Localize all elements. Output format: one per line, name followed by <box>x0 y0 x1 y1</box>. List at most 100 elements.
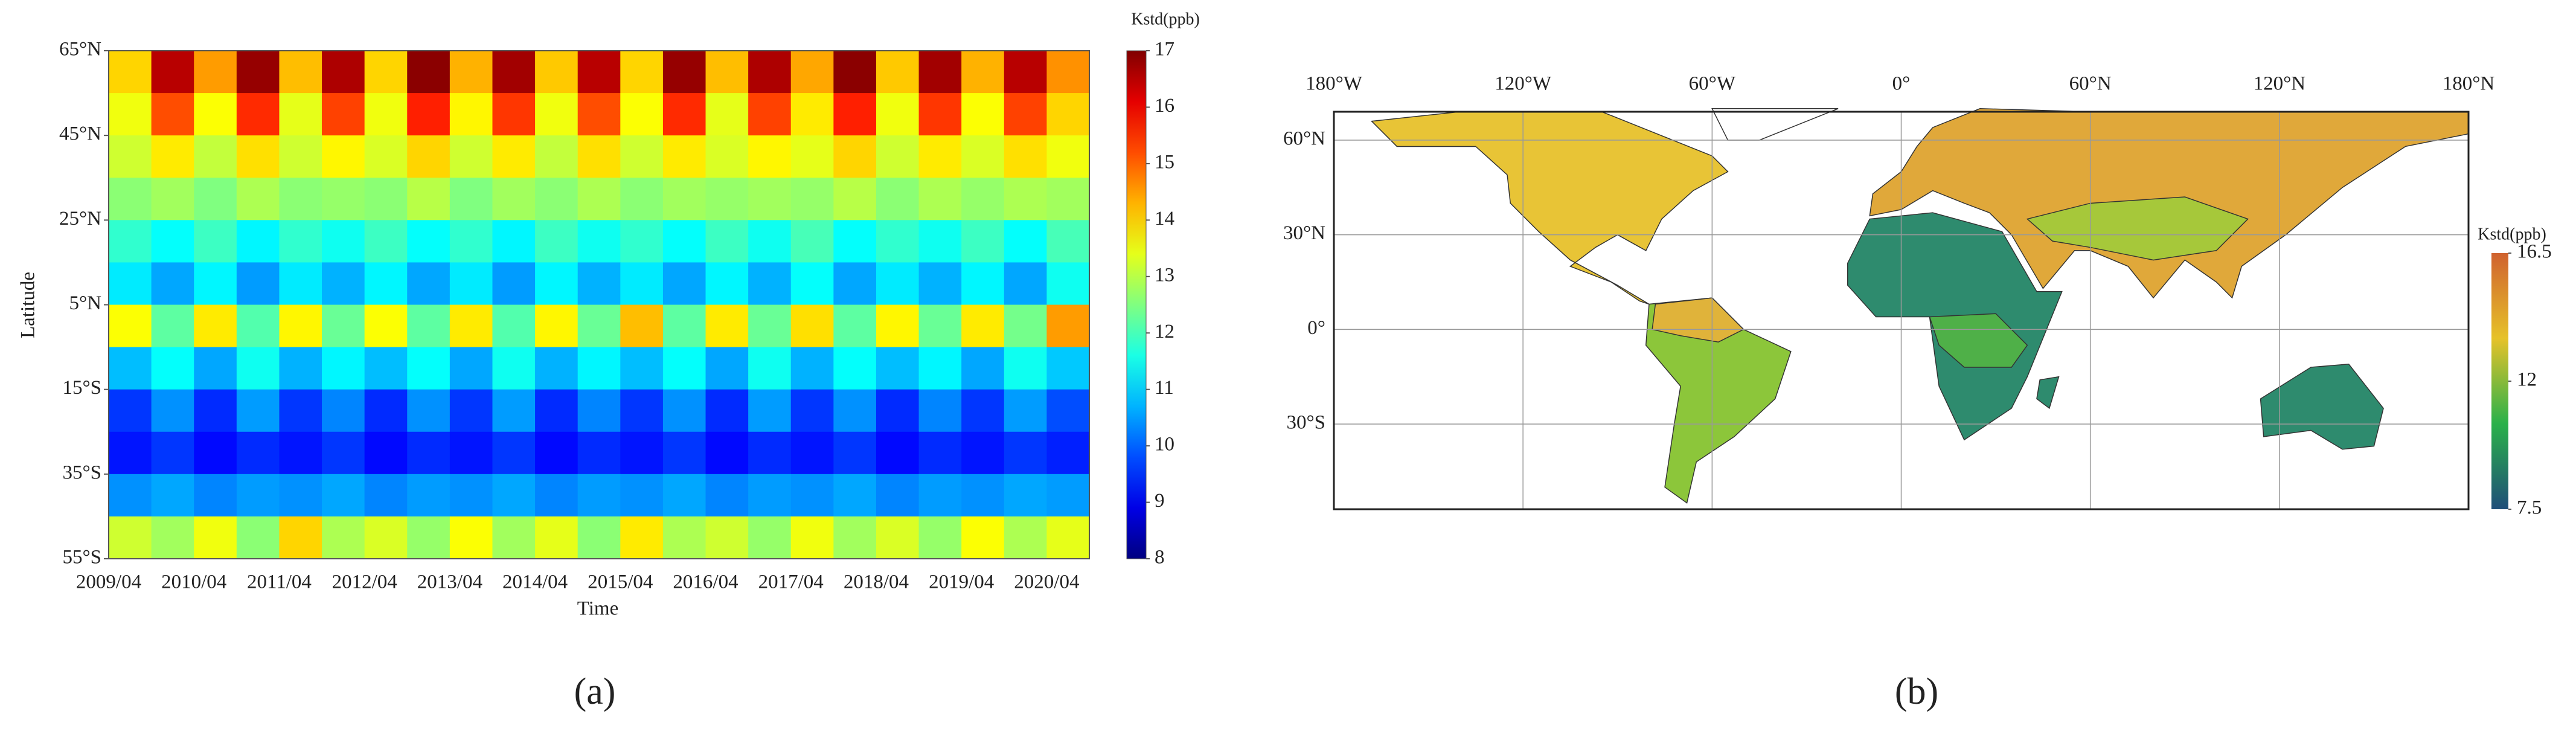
x-tick-label: 180°W <box>1306 73 1363 95</box>
heatmap-cell <box>449 220 493 263</box>
heatmap-cell <box>407 516 450 559</box>
y-tick-label: 0° <box>1307 317 1325 339</box>
y-tick-label: 45°N <box>59 123 101 145</box>
colorbar <box>1126 50 1147 559</box>
heatmap-cell <box>961 51 1005 94</box>
heatmap-cell <box>790 474 834 517</box>
heatmap-cell <box>1004 347 1047 390</box>
heatmap-cell <box>876 178 920 220</box>
heatmap-cell <box>662 516 706 559</box>
heatmap-cell <box>790 347 834 390</box>
heatmap-cell <box>577 220 621 263</box>
heatmap-cell <box>322 347 365 390</box>
heatmap-cell <box>109 347 152 390</box>
heatmap-cell <box>364 262 408 306</box>
heatmap-cell <box>961 178 1005 220</box>
heatmap-cell <box>833 178 877 220</box>
heatmap-cell <box>748 347 792 390</box>
heatmap-cell <box>449 347 493 390</box>
heatmap-cell <box>194 93 237 136</box>
heatmap-cell <box>279 389 322 433</box>
heatmap-cell <box>705 389 749 433</box>
x-tick-label: 120°W <box>1495 73 1552 95</box>
heatmap-cell <box>322 135 365 178</box>
heatmap-cell <box>748 51 792 94</box>
heatmap-cell <box>620 51 664 94</box>
heatmap-cell <box>492 389 536 433</box>
heatmap-cell <box>876 389 920 433</box>
heatmap-cell <box>492 51 536 94</box>
heatmap-cell <box>705 220 749 263</box>
x-tick-label: 60°N <box>2069 73 2112 95</box>
x-tick-label: 2009/04 <box>76 571 141 593</box>
heatmap-cell <box>151 262 194 306</box>
x-tick-label: 2013/04 <box>417 571 482 593</box>
heatmap-cell <box>620 93 664 136</box>
x-tick-label: 2020/04 <box>1014 571 1079 593</box>
heatmap-cell <box>364 431 408 475</box>
heatmap-cell <box>918 93 962 136</box>
heatmap-cell <box>279 51 322 94</box>
heatmap-cell <box>364 93 408 136</box>
heatmap-cell <box>535 431 578 475</box>
heatmap-cell <box>279 135 322 178</box>
heatmap-cell <box>492 262 536 306</box>
heatmap-cell <box>236 516 280 559</box>
heatmap-cell <box>279 93 322 136</box>
heatmap-cell <box>705 516 749 559</box>
heatmap-cell <box>535 347 578 390</box>
heatmap-cell <box>407 474 450 517</box>
colorbar-tick-label: 16.5 <box>2517 241 2552 263</box>
heatmap-cell <box>1046 135 1090 178</box>
heatmap-cell <box>790 262 834 306</box>
heatmap-cell <box>662 178 706 220</box>
heatmap-cell <box>194 516 237 559</box>
heatmap-cell <box>109 220 152 263</box>
heatmap-cell <box>449 135 493 178</box>
heatmap-cell <box>790 304 834 348</box>
x-tick-label: 2012/04 <box>332 571 397 593</box>
heatmap-cell <box>109 516 152 559</box>
heatmap-cell <box>1046 178 1090 220</box>
heatmap-cell <box>790 93 834 136</box>
heatmap-cell <box>322 220 365 263</box>
heatmap-cell <box>876 516 920 559</box>
heatmap-cell <box>790 178 834 220</box>
heatmap-cell <box>449 93 493 136</box>
land <box>2036 376 2060 410</box>
x-tick-label: 2017/04 <box>758 571 824 593</box>
heatmap-cell <box>918 516 962 559</box>
heatmap-cell <box>279 431 322 475</box>
heatmap-cell <box>876 262 920 306</box>
heatmap-cell <box>492 474 536 517</box>
heatmap-cell <box>662 135 706 178</box>
heatmap-cell <box>748 389 792 433</box>
heatmap-cell <box>961 516 1005 559</box>
heatmap-cell <box>407 178 450 220</box>
heatmap-cell <box>364 516 408 559</box>
x-tick-label: 120°N <box>2254 73 2306 95</box>
heatmap-cell <box>194 51 237 94</box>
heatmap-cell <box>790 516 834 559</box>
heatmap-cell <box>918 304 962 348</box>
heatmap-cell <box>1046 304 1090 348</box>
heatmap-cell <box>407 51 450 94</box>
heatmap-cell <box>322 474 365 517</box>
heatmap-cell <box>662 347 706 390</box>
heatmap-cell <box>705 178 749 220</box>
heatmap-cell <box>833 431 877 475</box>
heatmap-cell <box>918 220 962 263</box>
colorbar <box>2491 253 2508 509</box>
heatmap-cell <box>876 474 920 517</box>
heatmap-cell <box>662 262 706 306</box>
heatmap-cell <box>620 135 664 178</box>
heatmap-cell <box>449 262 493 306</box>
heatmap-cell <box>1046 51 1090 94</box>
heatmap-cell <box>833 474 877 517</box>
heatmap-cell <box>535 51 578 94</box>
heatmap-cell <box>577 51 621 94</box>
heatmap-cell <box>449 516 493 559</box>
heatmap-cell <box>151 135 194 178</box>
heatmap-cell <box>1004 262 1047 306</box>
